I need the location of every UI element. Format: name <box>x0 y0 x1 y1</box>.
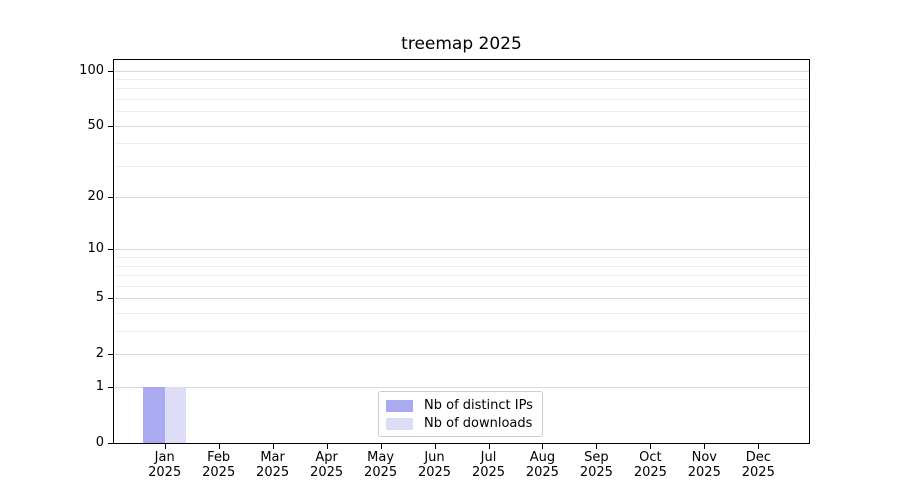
gridline-minor <box>114 265 809 267</box>
x-tick-label: Sep 2025 <box>564 450 628 480</box>
x-tick-mark <box>434 444 436 449</box>
x-tick-label-line: Jun <box>424 450 445 465</box>
x-tick-label-line: 2025 <box>202 464 236 480</box>
y-tick-label: 5 <box>95 290 104 306</box>
x-tick-label-line: 2025 <box>417 464 452 480</box>
x-tick-label-line: Jul <box>480 450 497 465</box>
y-tick-label: 20 <box>87 189 104 205</box>
y-tick-mark <box>108 249 113 251</box>
x-tick-label: May 2025 <box>349 450 413 480</box>
x-tick-mark <box>218 444 220 449</box>
x-tick-mark <box>380 444 382 449</box>
x-tick-label-line: 2025 <box>471 464 506 480</box>
x-tick-label-line: 2025 <box>687 464 721 480</box>
y-tick-mark <box>108 298 113 300</box>
y-tick-mark <box>108 443 113 444</box>
x-tick-label-line: May <box>367 450 395 465</box>
x-tick-mark <box>704 444 706 449</box>
x-tick-label-line: 2025 <box>579 464 613 480</box>
x-tick-label: Jan 2025 <box>133 450 197 480</box>
legend-row: Nb of distinct IPs <box>386 398 535 414</box>
x-tick-label: Oct 2025 <box>618 450 682 480</box>
x-tick-mark <box>164 444 166 449</box>
y-tick-mark <box>108 387 113 389</box>
y-tick-label: 2 <box>95 346 104 362</box>
x-tick-label-line: Jan <box>154 450 175 465</box>
gridline-minor <box>114 143 809 145</box>
x-tick-label-line: 2025 <box>310 464 344 480</box>
plot-area <box>113 59 810 444</box>
x-tick-mark <box>272 444 274 449</box>
gridline-minor <box>114 98 809 100</box>
x-tick-mark <box>596 444 598 449</box>
x-tick-label: Feb 2025 <box>187 450 251 480</box>
x-tick-mark <box>326 444 328 449</box>
x-tick-label-line: Dec <box>745 450 771 465</box>
gridline-minor <box>114 275 809 277</box>
gridline-minor <box>114 285 809 287</box>
legend-row: Nb of downloads <box>386 416 535 432</box>
gridline-minor <box>114 313 809 315</box>
gridline-major <box>114 249 809 251</box>
legend-items: Nb of distinct IPs Nb of downloads <box>386 398 535 432</box>
x-tick-label-line: 2025 <box>525 464 559 480</box>
plot-inner <box>114 60 809 443</box>
y-tick-mark <box>108 197 113 199</box>
x-tick-label-line: Feb <box>207 450 231 465</box>
y-tick-label: 0 <box>95 435 104 450</box>
x-tick-mark <box>650 444 652 449</box>
x-tick-label-line: Apr <box>315 450 338 465</box>
legend-swatch <box>386 400 413 412</box>
x-tick-label-line: Sep <box>584 450 609 465</box>
x-tick-label: Jun 2025 <box>403 450 467 480</box>
gridline-minor <box>114 165 809 167</box>
bar-nb-of-downloads <box>164 387 187 443</box>
y-tick-label: 10 <box>87 241 104 257</box>
gridline-major <box>114 70 809 72</box>
x-tick-label-line: Nov <box>691 450 717 465</box>
gridline-major <box>114 354 809 356</box>
x-tick-label-line: 2025 <box>148 464 182 480</box>
gridline-major <box>114 125 809 127</box>
x-tick-label-line: 2025 <box>364 464 398 480</box>
x-tick-mark <box>488 444 490 449</box>
gridline-minor <box>114 257 809 259</box>
x-tick-label: Nov 2025 <box>672 450 736 480</box>
legend-label: Nb of distinct IPs <box>424 398 533 413</box>
x-tick-label-line: 2025 <box>256 464 290 480</box>
y-tick-mark <box>108 70 113 72</box>
y-tick-label: 50 <box>87 117 104 133</box>
x-tick-label-line: Mar <box>260 450 285 465</box>
x-tick-label: Jul 2025 <box>457 450 521 480</box>
gridline-major <box>114 197 809 199</box>
y-tick-mark <box>108 354 113 356</box>
gridline-major <box>114 298 809 300</box>
legend: Nb of distinct IPs Nb of downloads <box>378 391 543 437</box>
x-tick-mark <box>758 444 760 449</box>
x-tick-mark <box>542 444 544 449</box>
x-tick-label: Dec 2025 <box>726 450 790 480</box>
x-tick-label-line: Oct <box>639 450 662 465</box>
x-tick-label: Apr 2025 <box>295 450 359 480</box>
x-tick-label-line: 2025 <box>741 464 775 480</box>
legend-swatch <box>386 418 413 430</box>
legend-label: Nb of downloads <box>424 416 533 431</box>
x-tick-label-line: Aug <box>529 450 556 465</box>
x-tick-label-line: 2025 <box>633 464 667 480</box>
gridline-minor <box>114 78 809 80</box>
chart-title: treemap 2025 <box>401 34 522 54</box>
gridline-minor <box>114 331 809 333</box>
x-tick-label: Mar 2025 <box>241 450 305 480</box>
y-tick-label: 100 <box>79 62 104 78</box>
y-tick-mark <box>108 125 113 127</box>
bar-nb-of-distinct-ips <box>143 387 165 443</box>
gridline-minor <box>114 111 809 113</box>
x-tick-label: Aug 2025 <box>510 450 574 480</box>
y-tick-label: 1 <box>95 379 104 395</box>
gridline-major <box>114 387 809 389</box>
gridline-minor <box>114 88 809 90</box>
